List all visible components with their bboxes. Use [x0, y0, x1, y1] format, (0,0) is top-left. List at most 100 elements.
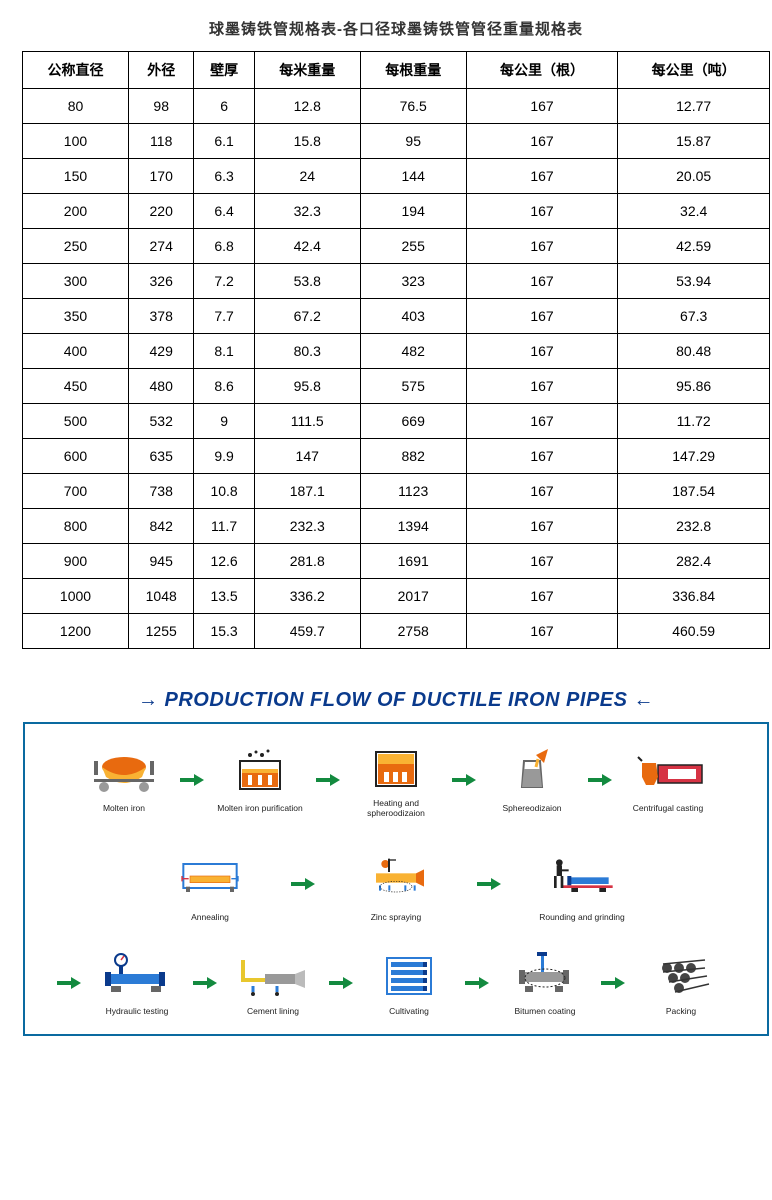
- table-cell: 167: [466, 334, 618, 369]
- table-cell: 800: [23, 509, 129, 544]
- step-casting: Centrifugal casting: [613, 747, 723, 813]
- flow-row-3: Hydraulic testing Cement lining Cultivat…: [31, 950, 761, 1016]
- table-cell: 12.6: [194, 544, 254, 579]
- table-cell: 67.3: [618, 299, 770, 334]
- arrow-icon: [476, 877, 502, 891]
- table-cell: 738: [128, 474, 193, 509]
- step-label: Molten iron purification: [217, 803, 303, 813]
- table-cell: 274: [128, 229, 193, 264]
- step-label: Zinc spraying: [371, 912, 422, 922]
- table-cell: 167: [466, 89, 618, 124]
- table-cell: 1000: [23, 579, 129, 614]
- purification-icon: [220, 747, 300, 797]
- table-row: 2002206.432.319416732.4: [23, 194, 770, 229]
- flow-title: → PRODUCTION FLOW OF DUCTILE IRON PIPES …: [10, 689, 772, 712]
- table-cell: 167: [466, 159, 618, 194]
- col-per-km-pc: 每公里（根）: [466, 52, 618, 89]
- table-cell: 167: [466, 124, 618, 159]
- table-cell: 6.4: [194, 194, 254, 229]
- table-cell: 200: [23, 194, 129, 229]
- table-cell: 10.8: [194, 474, 254, 509]
- table-cell: 326: [128, 264, 193, 299]
- table-row: 1000104813.5336.22017167336.84: [23, 579, 770, 614]
- arrow-icon: [192, 976, 218, 990]
- flow-section: → PRODUCTION FLOW OF DUCTILE IRON PIPES …: [10, 689, 772, 1036]
- table-cell: 232.8: [618, 509, 770, 544]
- arrow-icon: [179, 773, 205, 787]
- table-cell: 6: [194, 89, 254, 124]
- table-cell: 53.8: [254, 264, 360, 299]
- bitumen-icon: [505, 950, 585, 1000]
- spheroid-icon: [492, 747, 572, 797]
- step-molten-iron: Molten iron: [69, 747, 179, 813]
- table-cell: 8.6: [194, 369, 254, 404]
- table-row: 70073810.8187.11123167187.54: [23, 474, 770, 509]
- col-thickness: 壁厚: [194, 52, 254, 89]
- table-cell: 480: [128, 369, 193, 404]
- table-cell: 575: [360, 369, 466, 404]
- table-row: 4504808.695.857516795.86: [23, 369, 770, 404]
- table-cell: 378: [128, 299, 193, 334]
- table-cell: 13.5: [194, 579, 254, 614]
- table-cell: 232.3: [254, 509, 360, 544]
- table-cell: 194: [360, 194, 466, 229]
- table-cell: 42.59: [618, 229, 770, 264]
- arrow-icon: [451, 773, 477, 787]
- arrow-icon: [328, 976, 354, 990]
- table-cell: 15.3: [194, 614, 254, 649]
- table-cell: 1200: [23, 614, 129, 649]
- step-purification: Molten iron purification: [205, 747, 315, 813]
- table-cell: 255: [360, 229, 466, 264]
- table-row: 2502746.842.425516742.59: [23, 229, 770, 264]
- table-cell: 95: [360, 124, 466, 159]
- table-cell: 281.8: [254, 544, 360, 579]
- step-cement: Cement lining: [218, 950, 328, 1016]
- table-cell: 482: [360, 334, 466, 369]
- table-cell: 6.8: [194, 229, 254, 264]
- table-row: 80084211.7232.31394167232.8: [23, 509, 770, 544]
- table-cell: 144: [360, 159, 466, 194]
- table-row: 1001186.115.89516715.87: [23, 124, 770, 159]
- arrow-icon: [600, 976, 626, 990]
- step-label: Sphereodizaion: [502, 803, 561, 813]
- table-cell: 459.7: [254, 614, 360, 649]
- table-cell: 32.3: [254, 194, 360, 229]
- table-cell: 167: [466, 404, 618, 439]
- step-label: Packing: [666, 1006, 696, 1016]
- step-label: Hydraulic testing: [106, 1006, 169, 1016]
- table-cell: 80.3: [254, 334, 360, 369]
- table-cell: 842: [128, 509, 193, 544]
- table-cell: 167: [466, 439, 618, 474]
- table-cell: 336.84: [618, 579, 770, 614]
- table-cell: 167: [466, 229, 618, 264]
- table-cell: 282.4: [618, 544, 770, 579]
- table-cell: 98: [128, 89, 193, 124]
- table-row: 6006359.9147882167147.29: [23, 439, 770, 474]
- table-cell: 635: [128, 439, 193, 474]
- table-cell: 600: [23, 439, 129, 474]
- packing-icon: [641, 950, 721, 1000]
- table-cell: 76.5: [360, 89, 466, 124]
- table-row: 90094512.6281.81691167282.4: [23, 544, 770, 579]
- table-cell: 700: [23, 474, 129, 509]
- table-cell: 323: [360, 264, 466, 299]
- molten-iron-icon: [84, 747, 164, 797]
- table-cell: 95.8: [254, 369, 360, 404]
- table-cell: 2017: [360, 579, 466, 614]
- flow-box: Molten iron Molten iron purification Hea…: [23, 722, 769, 1036]
- col-weight-m: 每米重量: [254, 52, 360, 89]
- table-cell: 167: [466, 474, 618, 509]
- table-cell: 167: [466, 194, 618, 229]
- col-outer: 外径: [128, 52, 193, 89]
- table-cell: 400: [23, 334, 129, 369]
- table-header-row: 公称直径 外径 壁厚 每米重量 每根重量 每公里（根） 每公里（吨）: [23, 52, 770, 89]
- table-cell: 12.77: [618, 89, 770, 124]
- step-annealing: Annealing: [130, 846, 290, 922]
- table-cell: 336.2: [254, 579, 360, 614]
- cement-icon: [233, 950, 313, 1000]
- zinc-icon: [356, 846, 436, 906]
- table-cell: 118: [128, 124, 193, 159]
- table-cell: 500: [23, 404, 129, 439]
- table-cell: 250: [23, 229, 129, 264]
- table-cell: 53.94: [618, 264, 770, 299]
